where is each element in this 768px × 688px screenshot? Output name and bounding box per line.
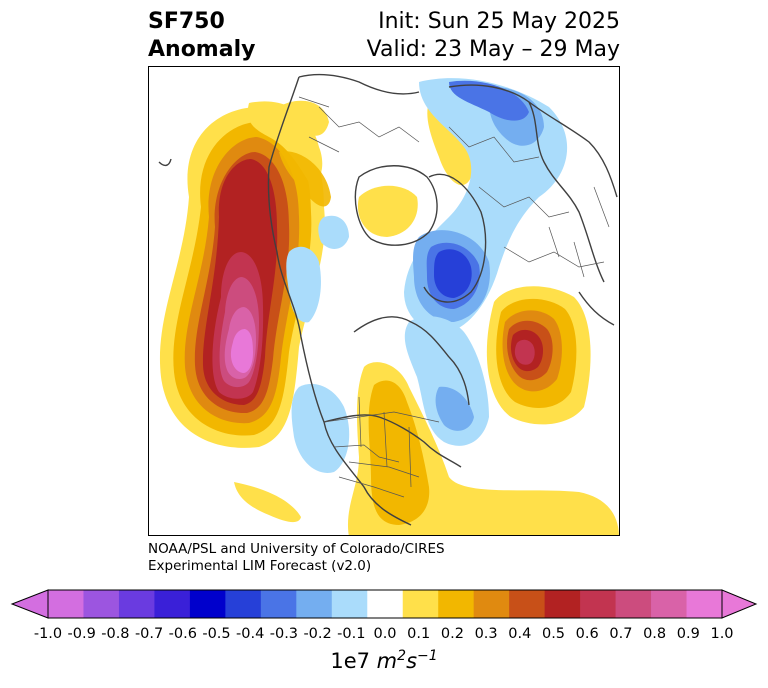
colorbar-tick-label: -0.2 xyxy=(303,626,332,642)
colorbar-tick-label: -0.7 xyxy=(134,626,164,642)
variable-name: SF750 xyxy=(148,9,225,34)
colorbar-tick-label: -0.3 xyxy=(269,626,299,642)
colorbar-segment xyxy=(118,590,155,618)
colorbar-tick-label: -0.5 xyxy=(202,626,231,642)
colorbar-segment xyxy=(580,590,617,618)
units-m: m xyxy=(376,649,398,673)
colorbar-tick-label: 0.1 xyxy=(407,626,431,642)
colorbar-tick-label: -0.9 xyxy=(67,626,96,642)
negative-anomaly-arctic xyxy=(404,78,568,333)
colorbar-ticks: -1.0 -0.9 -0.8 -0.7 -0.6 -0.5 -0.4 -0.3 -0.2 -0.1… xyxy=(0,626,768,644)
title-left: SF750 Anomaly xyxy=(148,8,255,64)
colorbar-segment xyxy=(189,590,226,618)
colorbar-segment xyxy=(367,590,404,618)
positive-anomaly-atlantic xyxy=(486,286,591,425)
colorbar-tick-label: -0.1 xyxy=(337,626,366,642)
colorbar-tick-label: 0.8 xyxy=(643,626,667,642)
units-base: 1e7 xyxy=(330,649,377,673)
colorbar-segment xyxy=(331,590,368,618)
colorbar-segment xyxy=(83,590,120,618)
valid-range: Valid: 23 May – 29 May xyxy=(366,37,620,62)
units-m-exp: 2 xyxy=(397,648,407,664)
negative-anomaly-atlantic xyxy=(404,316,489,446)
colorbar-tick-label: -0.4 xyxy=(236,626,265,642)
colorbar-segment xyxy=(260,590,297,618)
colorbar-segment xyxy=(509,590,546,618)
colorbar-segment xyxy=(296,590,333,618)
colorbar-tick-label: 0.2 xyxy=(440,626,464,642)
units-s: s xyxy=(406,649,418,673)
colorbar-segment xyxy=(154,590,191,618)
colorbar-segment xyxy=(438,590,475,618)
colorbar-segment xyxy=(651,590,688,618)
colorbar-tick-label: 0.5 xyxy=(541,626,566,642)
colorbar-segment xyxy=(225,590,262,618)
colorbar-segment xyxy=(615,590,652,618)
negative-anomaly-western-na xyxy=(149,215,350,473)
country-borders xyxy=(298,96,610,498)
colorbar-tick-label: 0.4 xyxy=(508,626,532,642)
positive-anomaly-pacific xyxy=(159,101,331,523)
colorbar xyxy=(10,589,758,619)
colorbar-units: 1e7 m2s−1 xyxy=(0,648,768,673)
colorbar-segment xyxy=(686,590,723,618)
positive-anomaly-eastern-us xyxy=(348,362,619,535)
colorbar-segment xyxy=(402,590,439,618)
colorbar-tick-label: -0.6 xyxy=(168,626,197,642)
title-right: Init: Sun 25 May 2025 Valid: 23 May – 29… xyxy=(367,8,620,64)
colorbar-tick-label: 0.0 xyxy=(373,626,397,642)
colorbar-segment xyxy=(48,590,84,618)
positive-anomaly-arctic xyxy=(279,100,474,237)
init-date: Init: Sun 25 May 2025 xyxy=(378,9,620,34)
colorbar-segment xyxy=(473,590,510,618)
credit-product: Experimental LIM Forecast (v2.0) xyxy=(148,558,372,574)
colorbar-tick-label: -1.0 xyxy=(33,626,63,642)
colorbar-tick-label: 0.9 xyxy=(676,626,700,642)
colorbar-extend-low xyxy=(10,589,49,619)
map-frame xyxy=(148,66,620,536)
colorbar-tick-label: 0.7 xyxy=(609,626,633,642)
colorbar-extend-high xyxy=(721,589,758,619)
colorbar-tick-label: 0.6 xyxy=(575,626,599,642)
variable-type: Anomaly xyxy=(148,37,256,62)
units-s-exp: −1 xyxy=(417,648,438,664)
colorbar-tick-label: 0.3 xyxy=(474,626,498,642)
anomaly-map xyxy=(149,73,619,535)
colorbar-tick-label: -0.8 xyxy=(101,626,130,642)
credit-institution: NOAA/PSL and University of Colorado/CIRE… xyxy=(148,541,445,557)
colorbar-outline xyxy=(47,589,723,619)
credit: NOAA/PSL and University of Colorado/CIRE… xyxy=(148,541,445,575)
colorbar-segment xyxy=(544,590,581,618)
colorbar-tick-label: 1.0 xyxy=(710,626,734,642)
